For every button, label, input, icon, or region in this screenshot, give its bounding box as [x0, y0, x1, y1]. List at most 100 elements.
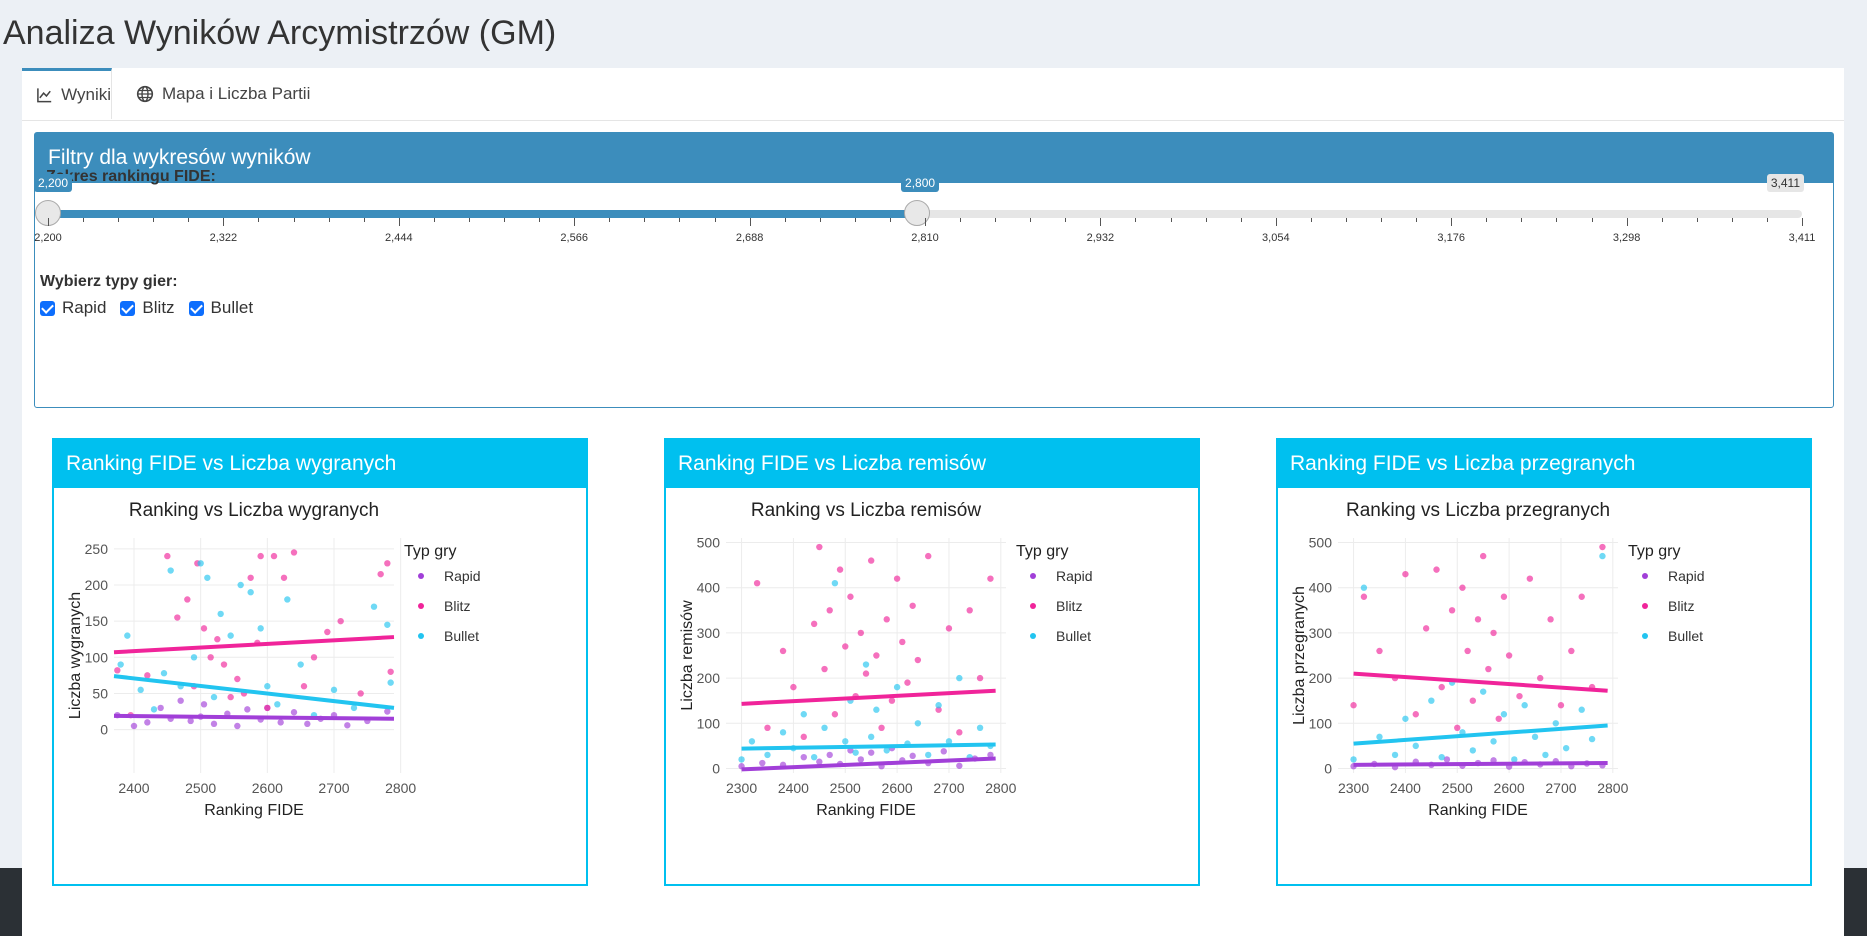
data-point-bullet — [350, 704, 358, 712]
trend-line-bullet — [741, 742, 996, 751]
tab-label: Wyniki — [61, 85, 111, 104]
data-point-bullet — [873, 706, 880, 713]
slider-minor-tick — [1381, 218, 1383, 222]
tab-mapa[interactable]: Mapa i Liczba Partii — [136, 68, 310, 120]
data-point-bullet — [748, 738, 756, 745]
slider-minor-tick — [153, 218, 155, 222]
data-point-blitz — [310, 654, 318, 661]
data-point-blitz — [945, 625, 953, 632]
chart-box-header: Ranking FIDE vs Liczba wygranych — [54, 440, 586, 488]
data-point-blitz — [1495, 715, 1502, 722]
data-point-blitz — [1469, 697, 1477, 704]
data-point-rapid — [1443, 756, 1451, 763]
fide-range-label: Zakres rankingu FIDE: — [46, 168, 216, 185]
data-point-bullet — [217, 610, 224, 618]
data-point-bullet — [1402, 715, 1409, 722]
y-tick-label: 200 — [85, 577, 109, 593]
data-point-blitz — [914, 656, 922, 664]
slider-minor-tick — [854, 218, 856, 222]
data-point-bullet — [1350, 756, 1357, 763]
slider-tick-label: 2,322 — [209, 232, 238, 244]
data-point-bullet — [925, 751, 932, 759]
data-point-blitz — [810, 620, 818, 628]
legend-label: Rapid — [1056, 568, 1093, 584]
x-axis-label: Ranking FIDE — [1428, 802, 1528, 819]
slider-minor-tick — [363, 218, 365, 222]
slider-minor-tick — [293, 218, 295, 222]
data-point-blitz — [925, 552, 932, 560]
slider-minor-tick — [1766, 218, 1768, 222]
data-point-blitz — [290, 549, 298, 556]
data-point-blitz — [387, 668, 394, 675]
slider-minor-tick — [1170, 218, 1172, 222]
data-point-blitz — [1568, 647, 1575, 655]
data-point-bullet — [257, 625, 264, 632]
data-point-bullet — [1542, 751, 1549, 759]
data-point-blitz — [1485, 665, 1492, 673]
data-point-blitz — [816, 543, 823, 551]
slider-minor-tick — [539, 218, 541, 222]
x-tick-label: 2300 — [726, 780, 757, 796]
data-point-blitz — [257, 552, 264, 560]
data-point-bullet — [124, 632, 131, 639]
checkbox-checked-icon[interactable] — [40, 300, 55, 316]
y-tick-label: 250 — [85, 541, 109, 557]
y-tick-label: 500 — [1309, 535, 1333, 551]
legend-marker — [1642, 573, 1648, 579]
data-point-bullet — [738, 756, 745, 763]
data-point-rapid — [909, 752, 916, 760]
data-point-rapid — [144, 719, 151, 726]
checkbox-checked-icon[interactable] — [120, 300, 136, 316]
data-point-blitz — [847, 593, 854, 600]
slider-tick-label: 3,176 — [1437, 232, 1465, 244]
data-point-bullet — [956, 674, 963, 682]
x-tick-label: 2500 — [1442, 780, 1473, 796]
legend-label: Blitz — [1056, 598, 1082, 614]
checkbox-rapid[interactable]: Rapid — [40, 298, 106, 318]
data-point-rapid — [177, 697, 184, 704]
data-point-bullet — [831, 579, 839, 587]
data-point-bullet — [800, 711, 807, 718]
fide-range-slider[interactable]: 2,200 2,800 3,411 2,200 2,322 2,444 2,566 2,… — [34, 130, 1815, 244]
losses-scatter-plot[interactable]: Ranking vs Liczba przegranych 2300 2400 250… — [1278, 488, 1810, 884]
data-point-blitz — [987, 575, 994, 582]
data-point-blitz — [1433, 566, 1440, 573]
legend-label: Bullet — [1056, 628, 1091, 644]
legend-label: Bullet — [1668, 628, 1703, 644]
data-point-blitz — [904, 679, 911, 686]
data-point-bullet — [264, 683, 271, 690]
checkbox-bullet[interactable]: Bullet — [188, 298, 253, 318]
data-point-blitz — [1422, 625, 1430, 632]
slider-minor-tick — [1486, 218, 1488, 222]
data-point-blitz — [899, 638, 906, 646]
slider-minor-tick — [258, 218, 260, 222]
checkbox-blitz[interactable]: Blitz — [120, 298, 175, 318]
data-point-rapid — [200, 701, 208, 708]
tab-label: Mapa i Liczba Partii — [162, 84, 311, 103]
checkbox-label: Rapid — [62, 298, 107, 317]
trend-line-blitz — [1353, 671, 1608, 693]
data-point-blitz — [1547, 616, 1554, 623]
legend-marker — [1030, 573, 1036, 579]
slider-minor-tick — [1661, 218, 1663, 222]
data-point-bullet — [914, 720, 922, 727]
checkbox-checked-icon[interactable] — [188, 300, 204, 316]
data-point-bullet — [1391, 751, 1399, 759]
tab-wyniki[interactable]: Wyniki — [22, 68, 112, 119]
slider-handle-to[interactable] — [904, 200, 931, 226]
slider-tick — [398, 218, 400, 226]
draws-scatter-plot[interactable]: Ranking vs Liczba remisów 2300 2400 2500 260… — [666, 488, 1198, 884]
data-point-bullet — [976, 724, 984, 732]
slider-minor-tick — [1731, 218, 1733, 222]
chart-box-losses: Ranking FIDE vs Liczba przegranych Ranki… — [1276, 438, 1812, 886]
data-point-blitz — [878, 724, 885, 732]
slider-minor-tick — [819, 218, 821, 222]
data-point-rapid — [956, 762, 963, 769]
data-point-bullet — [810, 753, 818, 761]
data-point-rapid — [234, 722, 241, 730]
y-tick-label: 200 — [697, 670, 721, 686]
slider-tick-label: 2,200 — [34, 232, 62, 244]
data-point-blitz — [300, 683, 308, 690]
y-tick-label: 500 — [697, 535, 721, 551]
